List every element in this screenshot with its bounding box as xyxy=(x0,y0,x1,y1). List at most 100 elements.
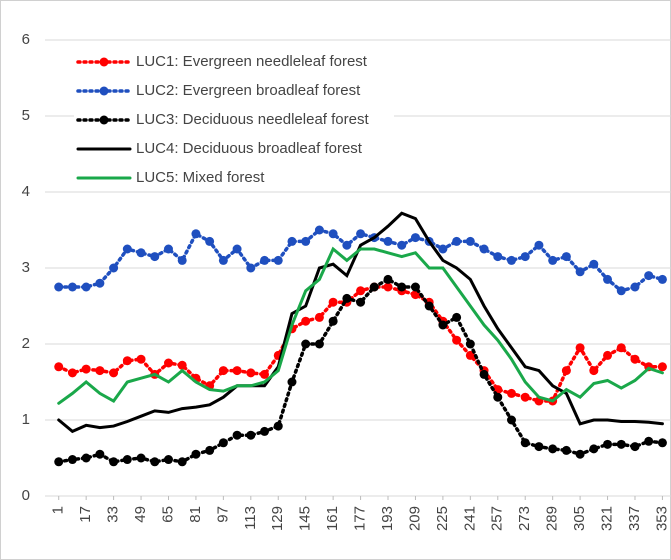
series-marker xyxy=(328,297,338,307)
legend-label: LUC2: Evergreen broadleaf forest xyxy=(136,82,361,99)
legend-label: LUC3: Deciduous needleleaf forest xyxy=(136,111,369,128)
legend-bg xyxy=(74,167,394,189)
x-tick-label: 97 xyxy=(214,506,231,523)
x-tick-label: 241 xyxy=(461,506,478,531)
legend-bg xyxy=(74,51,394,73)
series-marker xyxy=(383,236,393,246)
series-marker xyxy=(205,236,215,246)
legend-label: LUC1: Evergreen needleleaf forest xyxy=(136,53,368,70)
x-tick-label: 49 xyxy=(132,506,149,523)
series-marker xyxy=(191,449,201,459)
y-tick-label: 4 xyxy=(22,183,30,200)
series-marker xyxy=(644,436,654,446)
series-marker xyxy=(589,444,599,454)
series-marker xyxy=(95,278,105,288)
legend-bg xyxy=(74,138,394,160)
series-marker xyxy=(81,453,91,463)
series-marker xyxy=(603,274,613,284)
x-tick-label: 33 xyxy=(105,506,122,523)
series-marker xyxy=(506,415,516,425)
series-marker xyxy=(603,350,613,360)
series-marker xyxy=(81,364,91,374)
series-marker xyxy=(424,301,434,311)
series-marker xyxy=(218,438,228,448)
series-marker xyxy=(191,229,201,239)
series-marker xyxy=(122,244,132,254)
series-marker xyxy=(452,236,462,246)
series-marker xyxy=(616,286,626,296)
series-marker xyxy=(548,255,558,265)
x-tick-label: 193 xyxy=(379,506,396,531)
series-marker xyxy=(383,282,393,292)
series-marker xyxy=(657,362,667,372)
series-marker xyxy=(314,312,324,322)
series-marker xyxy=(95,449,105,459)
series-marker xyxy=(163,358,173,368)
series-marker xyxy=(67,368,77,378)
series-line xyxy=(57,211,664,434)
y-tick-label: 0 xyxy=(22,487,30,504)
series-marker xyxy=(465,236,475,246)
series-marker xyxy=(301,339,311,349)
series-marker xyxy=(232,366,242,376)
series-marker xyxy=(54,457,64,467)
series-marker xyxy=(136,248,146,258)
series-marker xyxy=(246,368,256,378)
x-tick-label: 337 xyxy=(626,506,643,531)
series-marker xyxy=(177,255,187,265)
series-marker xyxy=(589,259,599,269)
series-marker xyxy=(397,240,407,250)
series-marker xyxy=(575,449,585,459)
series-marker xyxy=(438,244,448,254)
x-tick-label: 273 xyxy=(516,506,533,531)
series-marker xyxy=(369,282,379,292)
x-tick-label: 353 xyxy=(653,506,670,531)
series-marker xyxy=(287,377,297,387)
series-marker xyxy=(589,366,599,376)
series-marker xyxy=(397,282,407,292)
series-marker xyxy=(67,282,77,292)
series-marker xyxy=(328,229,338,239)
series-marker xyxy=(260,369,270,379)
legend-bg xyxy=(74,109,394,131)
x-tick-label: 321 xyxy=(599,506,616,531)
series-marker xyxy=(410,282,420,292)
series-marker xyxy=(109,368,119,378)
y-tick-label: 1 xyxy=(22,411,30,428)
series-marker xyxy=(630,354,640,364)
series-marker xyxy=(246,430,256,440)
series-marker xyxy=(314,339,324,349)
series-marker xyxy=(506,255,516,265)
series-marker xyxy=(520,252,530,262)
x-tick-label: 305 xyxy=(571,506,588,531)
series-marker xyxy=(314,225,324,235)
series-marker xyxy=(342,240,352,250)
series-marker xyxy=(534,240,544,250)
x-tick-label: 129 xyxy=(269,506,286,531)
series-marker xyxy=(109,263,119,273)
series-marker xyxy=(356,297,366,307)
series-marker xyxy=(520,438,530,448)
legend-marker xyxy=(99,115,109,125)
series-marker xyxy=(342,293,352,303)
y-tick-label: 5 xyxy=(22,107,30,124)
series-marker xyxy=(465,350,475,360)
x-tick-label: 161 xyxy=(324,506,341,531)
x-tick-label: 145 xyxy=(297,506,314,531)
series-line xyxy=(57,246,664,405)
series-marker xyxy=(383,274,393,284)
series-marker xyxy=(575,343,585,353)
series-marker xyxy=(301,316,311,326)
series-marker xyxy=(356,286,366,296)
series-marker xyxy=(260,255,270,265)
series-marker xyxy=(657,438,667,448)
series-marker xyxy=(150,252,160,262)
series-marker xyxy=(534,442,544,452)
series-marker xyxy=(287,236,297,246)
series-marker xyxy=(301,236,311,246)
legend-bg xyxy=(74,80,394,102)
series-marker xyxy=(273,421,283,431)
series-marker xyxy=(163,455,173,465)
x-tick-label: 65 xyxy=(159,506,176,523)
